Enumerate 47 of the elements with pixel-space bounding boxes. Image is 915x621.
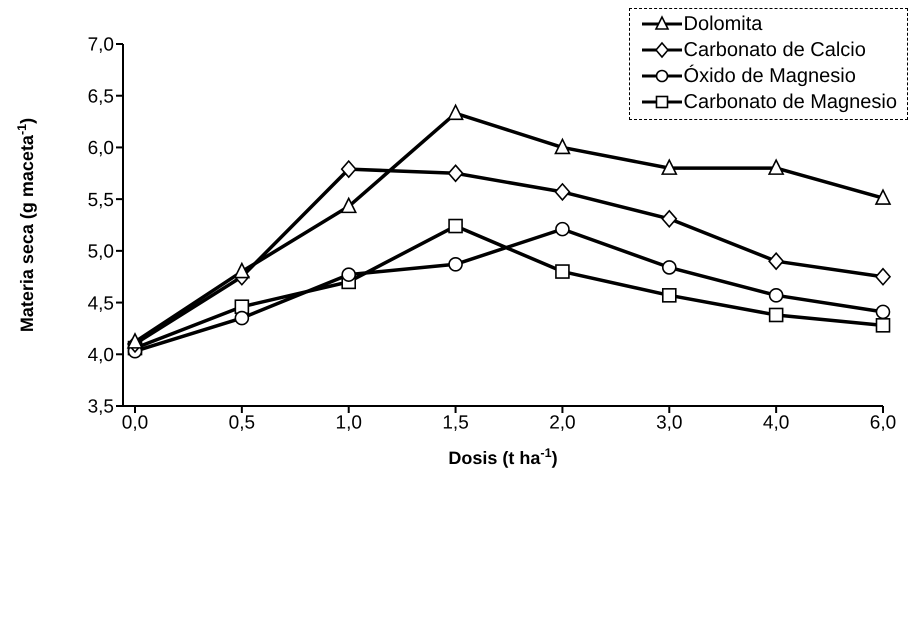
point: [876, 318, 890, 333]
point: [875, 268, 891, 286]
point: [340, 160, 357, 178]
x-tick-label: 6,0: [870, 412, 896, 434]
x-tick-label: 1,0: [336, 412, 362, 434]
x-tick-label: 4,0: [762, 412, 790, 434]
point: [448, 257, 463, 272]
legend-label: Carbonato de Magnesio: [684, 90, 897, 114]
x-tick-label: 2,0: [549, 412, 576, 434]
point: [661, 210, 678, 228]
point: [554, 138, 570, 154]
point: [768, 308, 784, 322]
point: [768, 159, 784, 175]
y-tick-label: 4,5: [88, 293, 114, 314]
y-tick-label: 3,5: [88, 396, 114, 418]
y-tick-label: 5,5: [88, 190, 114, 211]
point: [555, 264, 570, 279]
y-tick-label: 7,0: [88, 34, 114, 56]
x-tick-label: 0,0: [122, 412, 148, 434]
point: [876, 304, 890, 320]
y-tick-label: 6,5: [88, 86, 114, 108]
point: [127, 333, 143, 349]
point: [662, 260, 677, 275]
y-tick-label: 6,0: [88, 138, 114, 160]
legend-label: Óxido de Magnesio: [684, 64, 856, 88]
point: [662, 288, 677, 303]
point: [340, 198, 357, 214]
legend-label: Carbonato de Calcio: [684, 38, 866, 62]
point: [234, 262, 250, 278]
point: [341, 267, 356, 282]
point: [661, 159, 678, 175]
point: [554, 183, 570, 201]
point: [448, 218, 463, 234]
point: [448, 104, 464, 120]
point: [448, 164, 464, 182]
point: [555, 222, 570, 236]
point: [234, 310, 250, 326]
point: [768, 288, 784, 303]
point: [768, 252, 784, 270]
x-tick-label: 0,5: [228, 412, 256, 434]
x-tick-label: 3,0: [656, 412, 682, 434]
x-tick-label: 1,5: [442, 412, 469, 434]
legend-label: Dolomita: [684, 12, 762, 36]
point: [875, 189, 891, 205]
y-tick-label: 5,0: [88, 242, 114, 263]
y-tick-label: 4,0: [88, 345, 114, 366]
x-axis-title: Dosis (t ha$^{-1}$): [448, 446, 558, 468]
